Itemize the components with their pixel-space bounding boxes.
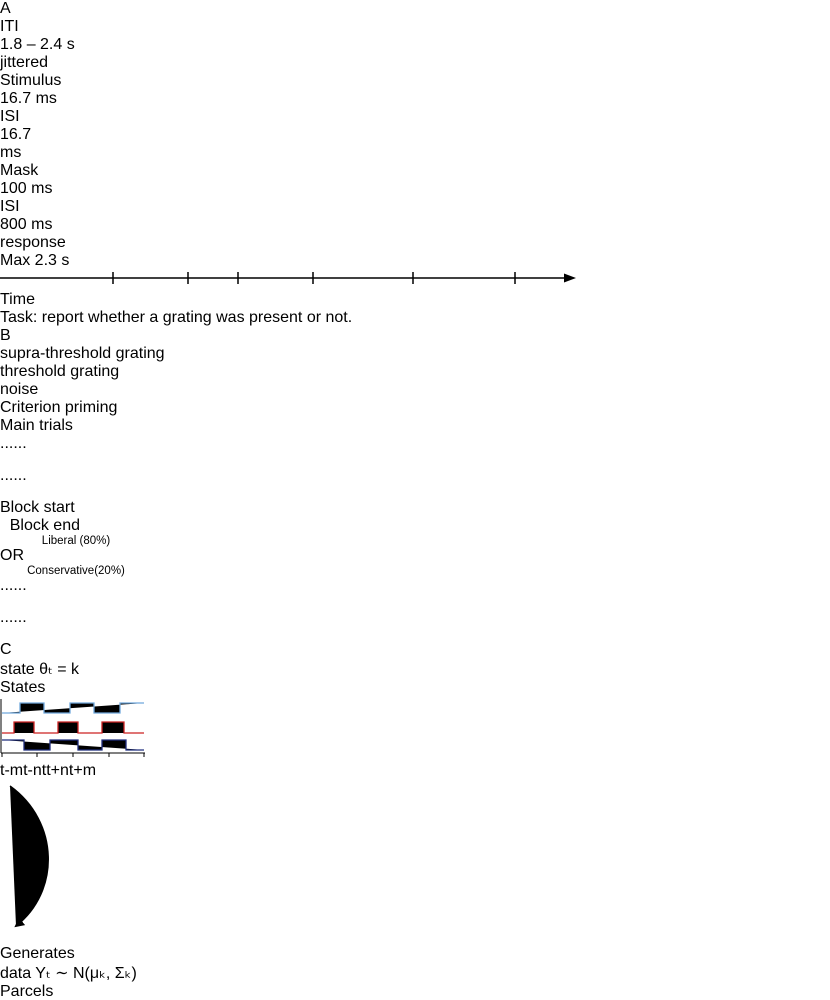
state-series-red xyxy=(2,721,144,734)
legend-item-threshold: threshold grating xyxy=(0,363,120,380)
or-label: OR xyxy=(0,547,24,564)
timeline-segment: ISI 800 ms xyxy=(0,198,53,233)
states-title: state θₜ = k xyxy=(0,661,79,678)
main-trials-sequence: ...... xyxy=(0,467,216,499)
states-ylabel: States xyxy=(0,679,46,696)
criterion-priming-sequence: ...... xyxy=(0,435,122,467)
timeline-segment: Stimulus 16.7 ms xyxy=(0,72,62,107)
legend-item-supra: supra-threshold grating xyxy=(0,345,165,362)
panel-b-label: B xyxy=(0,327,11,344)
conservative-label: Conservative(20%) xyxy=(27,565,125,577)
generates-curve xyxy=(9,785,49,928)
timeline-segment: ISI 16.7 ms xyxy=(0,108,32,161)
liberal-sequence: ...... xyxy=(0,577,152,609)
data-title: data Yₜ ∼ N(μₖ, Σₖ) xyxy=(0,965,137,982)
ellipsis-dots: ...... xyxy=(0,609,27,626)
liberal-label: Liberal (80%) xyxy=(41,535,111,547)
timeline-arrowhead xyxy=(564,273,576,283)
ellipsis-dots: ...... xyxy=(0,577,27,594)
timeline-ticks xyxy=(112,272,516,284)
framed-background: A ITI 1.8 – 2.4 s jittered Stimulus 16.7… xyxy=(0,0,576,1000)
ellipsis-dots: ...... xyxy=(0,467,27,484)
states-plot xyxy=(0,699,145,757)
generates-arrow xyxy=(9,785,49,928)
timeline-segment: ITI 1.8 – 2.4 s jittered xyxy=(0,18,75,71)
states-xtick-labels: t-mt-ntt+nt+m xyxy=(0,762,97,779)
timeline-axis xyxy=(0,272,576,284)
ellipsis-dots: ...... xyxy=(0,435,27,452)
state-series-navy xyxy=(2,739,144,751)
grating-legend: supra-threshold grating threshold gratin… xyxy=(0,345,830,399)
panel-a-label: A xyxy=(0,0,11,17)
main-trials-label: Main trials xyxy=(0,417,73,434)
state-series-lightblue xyxy=(2,702,144,714)
timeline-headers: ITI 1.8 – 2.4 s jittered Stimulus 16.7 m… xyxy=(0,18,515,270)
timeline-segment: Mask 100 ms xyxy=(0,162,53,197)
block-end-label: Block end xyxy=(9,517,80,534)
conservative-sequence: ...... xyxy=(0,609,152,641)
block-start-label: Block start xyxy=(0,499,75,516)
parcels-ylabel: Parcels xyxy=(0,983,54,1000)
task-description: Task: report whether a grating was prese… xyxy=(0,309,353,326)
timeline-segment: response Max 2.3 s xyxy=(0,234,70,269)
panel-c-label: C xyxy=(0,641,12,658)
time-axis-label: Time xyxy=(0,291,35,308)
generates-label: Generates xyxy=(0,945,75,962)
legend-item-noise: noise xyxy=(0,381,39,398)
criterion-priming-label: Criterion priming xyxy=(0,399,118,416)
